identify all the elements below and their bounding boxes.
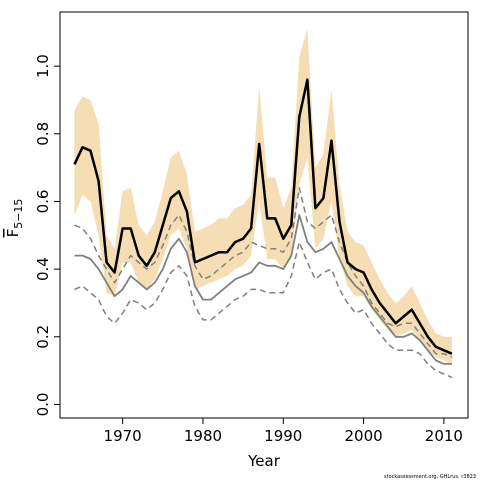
x-tick-label: 1990 [264,427,302,445]
x-tick-label: 1970 [104,427,142,445]
x-axis-title: Year [247,452,281,470]
plot-frame [59,11,469,419]
comparison-upper-dashed-line [74,187,453,358]
y-tick-label: 1.0 [34,54,52,78]
svg-text:F5−15: F5−15 [4,199,25,238]
x-tick-label: 1980 [184,427,222,445]
y-axis-title-symbol: F [4,229,22,238]
y-tick-label: 0.2 [34,325,52,349]
x-tick-label: 2000 [344,427,382,445]
confidence-band [74,28,452,364]
x-axis: 1970 1980 1990 2000 2010 [104,418,463,445]
comparison-line [74,214,452,365]
y-axis: 0.0 0.2 0.4 0.6 0.8 1.0 [34,54,60,416]
y-tick-label: 0.8 [34,122,52,146]
y-tick-label: 0.4 [34,257,52,281]
y-axis-title-subscript: 5−15 [12,199,25,229]
estimate-line [73,78,453,355]
y-axis-title: F5−15 [4,199,25,238]
x-tick-label: 2010 [425,427,463,445]
credit-text: stockassessment.org, GHLrus, r3823 [384,474,476,480]
confidence-band-layer [74,28,452,364]
y-tick-label: 0.0 [34,393,52,417]
series-lines-layer [73,78,453,379]
comparison-lower-dashed-line [74,241,453,379]
y-tick-label: 0.6 [34,190,52,214]
